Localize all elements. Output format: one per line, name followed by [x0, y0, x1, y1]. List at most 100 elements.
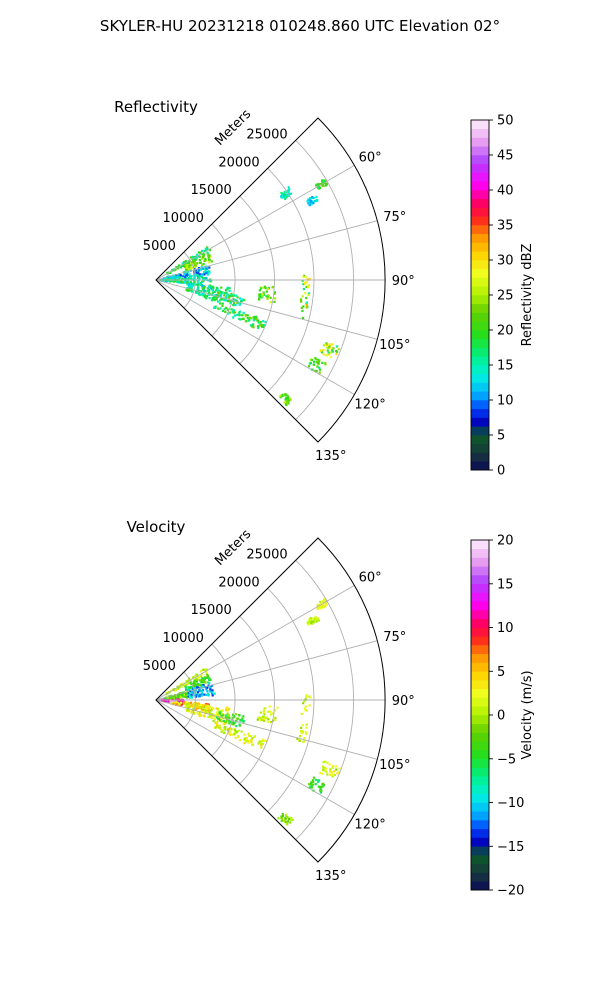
echo-gate	[196, 253, 199, 256]
echo-gate	[201, 285, 204, 288]
azimuth-line	[155, 640, 378, 701]
echo-gate	[329, 356, 332, 359]
echo-gate	[238, 297, 242, 300]
echo-gate	[323, 180, 326, 183]
azimuth-tick-label: 120°	[354, 818, 385, 833]
echo-gate	[207, 675, 210, 678]
echo-gate	[206, 253, 210, 256]
echo-gate	[200, 680, 203, 684]
echo-gate	[311, 783, 314, 786]
echo-gate	[217, 292, 220, 295]
echo-gate	[252, 316, 255, 319]
colorbar-swatch	[471, 461, 489, 471]
echo-gate	[326, 773, 329, 776]
echo-gate	[229, 721, 232, 724]
echo-gate	[173, 269, 176, 272]
echo-gate	[256, 319, 259, 322]
echo-gate	[316, 358, 319, 361]
echo-gate	[211, 692, 214, 695]
echo-gate	[178, 276, 181, 279]
echo-gate	[188, 693, 191, 696]
echo-gate	[305, 695, 308, 698]
echo-gate	[228, 289, 231, 292]
echo-gate	[207, 288, 211, 291]
colorbar-swatch	[471, 820, 489, 830]
echo-gate	[204, 707, 207, 710]
echo-gate	[189, 280, 192, 283]
echo-gate	[315, 370, 318, 373]
echo-gate	[194, 694, 197, 697]
echo-gate	[211, 689, 214, 692]
echo-gate	[258, 289, 261, 292]
echo-gate	[204, 704, 207, 707]
echo-region	[307, 357, 327, 374]
echo-gate	[299, 730, 303, 733]
echo-gate	[205, 688, 208, 691]
echo-gate	[202, 714, 205, 717]
echo-gate	[202, 254, 205, 257]
echo-gate	[281, 193, 284, 196]
echo-gate	[196, 282, 200, 285]
echo-region	[279, 393, 292, 407]
echo-gate	[232, 316, 235, 319]
echo-gate	[309, 358, 312, 361]
echo-gate	[322, 344, 326, 347]
echo-gate	[206, 674, 209, 677]
echo-gate	[281, 814, 284, 818]
echo-gate	[207, 258, 211, 261]
azimuth-line	[155, 279, 378, 340]
echo-gate	[238, 310, 241, 313]
echo-gate	[327, 351, 330, 354]
echo-gate	[184, 263, 187, 267]
echo-gate	[276, 706, 279, 709]
echo-gate	[173, 274, 177, 277]
echo-gate	[234, 303, 237, 307]
colorbar-swatch	[471, 680, 489, 690]
echo-gate	[205, 693, 208, 696]
echo-gate	[329, 770, 332, 773]
echo-gate	[189, 277, 192, 280]
echo-gate	[267, 710, 270, 713]
echo-gate	[220, 710, 223, 713]
echo-gate	[280, 819, 283, 822]
echo-region	[306, 615, 320, 626]
echo-gate	[274, 716, 277, 719]
echo-gate	[219, 294, 222, 297]
azimuth-tick-label: 60°	[359, 570, 382, 585]
echo-gate	[188, 261, 191, 264]
echo-gate	[190, 696, 193, 699]
echo-gate	[237, 313, 240, 316]
echo-gate	[196, 291, 199, 294]
echo-gate	[214, 305, 217, 308]
echo-gate	[165, 693, 168, 696]
panel-title: Velocity	[127, 518, 186, 536]
echo-gate	[283, 190, 286, 194]
echo-gate	[228, 719, 231, 722]
echo-gate	[185, 281, 188, 284]
echo-gate	[311, 196, 314, 199]
echo-gate	[268, 705, 271, 708]
echo-gate	[257, 716, 260, 719]
echo-gate	[166, 697, 169, 700]
echo-gate	[205, 267, 208, 270]
echo-region	[306, 195, 319, 207]
echo-gate	[197, 255, 200, 258]
echo-gate	[226, 709, 229, 712]
echo-gate	[316, 183, 319, 186]
echo-gate	[174, 696, 177, 699]
echo-gate	[257, 742, 260, 745]
echo-gate	[196, 691, 200, 694]
echo-gate	[220, 714, 223, 717]
echo-gate	[187, 285, 191, 288]
echo-gate	[316, 186, 320, 189]
colorbar: −20 −15 −10 −5 0 5 10 15 20 Velocity (m/s)	[470, 534, 535, 899]
echo-gate	[193, 280, 196, 283]
echo-gate	[234, 311, 237, 314]
echo-gate	[197, 288, 200, 291]
echo-gate	[184, 271, 187, 274]
echo-gate	[198, 683, 201, 686]
echo-gate	[199, 268, 202, 271]
echo-gate	[321, 603, 325, 606]
echo-gate	[191, 685, 194, 688]
echo-gate	[198, 273, 201, 276]
